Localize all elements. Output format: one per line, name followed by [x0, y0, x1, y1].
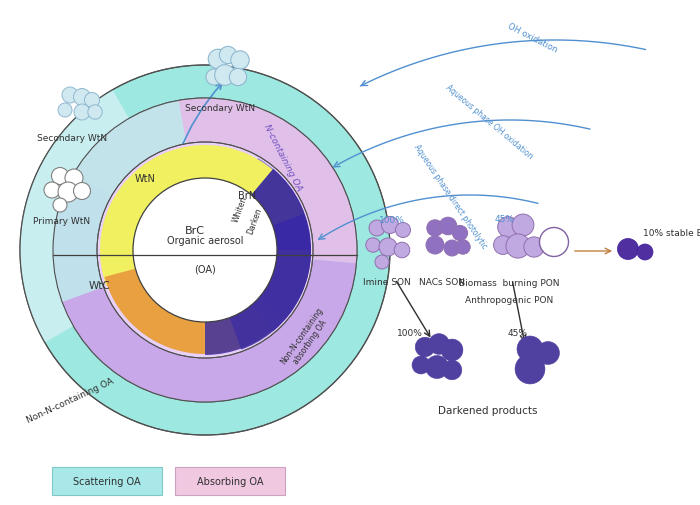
Circle shape [395, 223, 410, 238]
Circle shape [65, 170, 83, 188]
Wedge shape [20, 90, 129, 343]
Circle shape [415, 337, 435, 357]
Circle shape [426, 356, 449, 379]
Wedge shape [53, 101, 186, 302]
Circle shape [442, 361, 462, 380]
Circle shape [231, 52, 249, 70]
Text: 100%: 100% [379, 216, 405, 225]
Circle shape [97, 143, 313, 358]
Circle shape [517, 336, 543, 362]
Circle shape [206, 70, 222, 86]
Circle shape [515, 355, 545, 384]
Text: Darken: Darken [246, 206, 264, 235]
Circle shape [498, 217, 518, 238]
Text: WtN: WtN [134, 174, 155, 184]
Text: Absorbing OA: Absorbing OA [197, 476, 263, 486]
Circle shape [53, 198, 67, 213]
Text: (OA): (OA) [194, 264, 216, 274]
Circle shape [394, 243, 410, 258]
Circle shape [215, 66, 235, 86]
Wedge shape [53, 153, 205, 348]
Wedge shape [205, 159, 311, 319]
Text: NACs SON: NACs SON [419, 277, 465, 286]
Circle shape [441, 339, 463, 361]
Text: 45%: 45% [495, 215, 515, 224]
Circle shape [506, 234, 530, 259]
Circle shape [20, 66, 390, 435]
Text: Aqueous phase direct photolytic: Aqueous phase direct photolytic [412, 143, 489, 250]
Text: Darkened products: Darkened products [438, 405, 538, 415]
Circle shape [524, 237, 544, 258]
Circle shape [230, 69, 246, 86]
Wedge shape [205, 250, 311, 350]
Text: 100%: 100% [397, 329, 423, 338]
Circle shape [637, 244, 653, 261]
Text: BrC: BrC [185, 226, 205, 235]
Circle shape [412, 357, 430, 374]
Circle shape [52, 168, 69, 185]
FancyBboxPatch shape [175, 467, 285, 495]
Circle shape [428, 334, 449, 355]
Wedge shape [104, 250, 272, 355]
Circle shape [452, 226, 468, 241]
Circle shape [74, 89, 90, 106]
Circle shape [444, 240, 460, 257]
Wedge shape [205, 170, 311, 332]
Wedge shape [100, 146, 304, 286]
Circle shape [512, 215, 534, 236]
Circle shape [375, 256, 389, 270]
Circle shape [426, 236, 444, 255]
Text: Aqueous phase OH oxidation: Aqueous phase OH oxidation [444, 83, 534, 161]
Text: Non-N-containing OA: Non-N-containing OA [25, 376, 115, 424]
Text: Scattering OA: Scattering OA [74, 476, 141, 486]
Circle shape [540, 228, 568, 257]
Wedge shape [74, 99, 357, 264]
Text: Organic aerosol: Organic aerosol [167, 235, 244, 245]
Circle shape [219, 47, 237, 65]
Circle shape [208, 50, 228, 70]
Text: N-containing OA: N-containing OA [262, 123, 304, 192]
Circle shape [58, 183, 78, 203]
Text: Primary WtN: Primary WtN [34, 217, 90, 226]
Wedge shape [53, 250, 357, 402]
Circle shape [494, 236, 512, 255]
Circle shape [617, 239, 638, 260]
Circle shape [88, 106, 102, 120]
Text: Biomass  burning PON: Biomass burning PON [458, 278, 559, 287]
Circle shape [379, 238, 397, 257]
Circle shape [456, 240, 470, 255]
Circle shape [85, 93, 99, 108]
Text: Anthropogenic PON: Anthropogenic PON [465, 295, 553, 305]
Text: Secondary WtN: Secondary WtN [37, 134, 107, 143]
Circle shape [133, 179, 277, 322]
Text: 10% stable BrN: 10% stable BrN [643, 229, 700, 238]
Circle shape [44, 183, 60, 198]
Circle shape [537, 342, 559, 365]
Circle shape [53, 99, 357, 402]
Circle shape [74, 105, 90, 121]
Circle shape [382, 217, 398, 234]
Wedge shape [205, 250, 310, 356]
Circle shape [369, 221, 385, 236]
Circle shape [74, 183, 90, 200]
Wedge shape [53, 175, 356, 402]
Text: Non-N-containing
absorbing OA: Non-N-containing absorbing OA [279, 306, 333, 371]
FancyBboxPatch shape [52, 467, 162, 495]
Text: Whiten: Whiten [231, 194, 249, 223]
Text: BrN: BrN [238, 190, 256, 200]
Text: 45%: 45% [508, 329, 528, 338]
Circle shape [62, 88, 78, 104]
Circle shape [427, 220, 443, 237]
Circle shape [58, 104, 72, 118]
Text: Secondary WtN: Secondary WtN [185, 104, 255, 113]
Text: WtC: WtC [89, 280, 111, 290]
Text: Imine SON: Imine SON [363, 277, 411, 286]
Circle shape [366, 238, 380, 252]
Text: OH oxidation: OH oxidation [506, 21, 559, 54]
Circle shape [439, 218, 457, 235]
